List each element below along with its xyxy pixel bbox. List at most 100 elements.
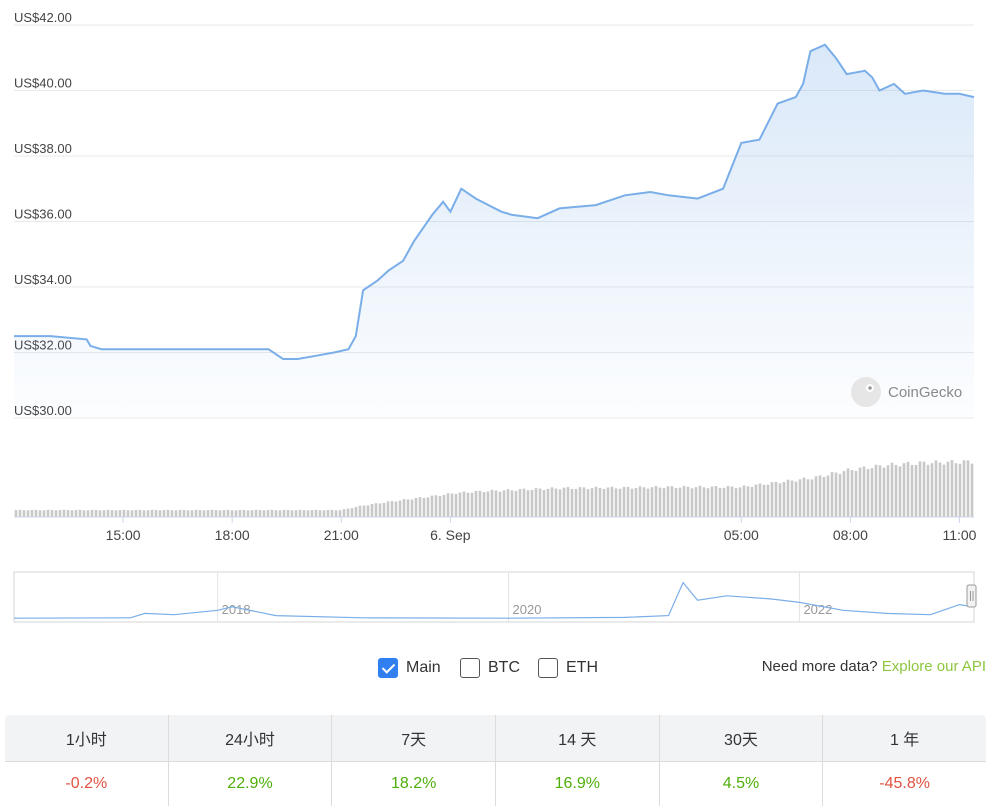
volume-bar	[130, 510, 134, 517]
volume-bar	[850, 470, 854, 517]
volume-bar	[218, 510, 222, 517]
volume-bar	[754, 484, 758, 517]
checkbox-icon[interactable]	[460, 658, 480, 678]
toggle-main[interactable]: Main	[378, 656, 441, 680]
volume-bar	[194, 509, 198, 517]
volume-bar	[954, 463, 958, 517]
checkbox-icon[interactable]	[538, 658, 558, 678]
volume-bar	[562, 487, 566, 517]
navigator-line	[13, 581, 975, 619]
volume-bar	[962, 460, 966, 517]
volume-bar	[558, 489, 562, 517]
volume-bar	[826, 475, 830, 517]
volume-bar	[834, 472, 838, 517]
volume-bar	[926, 464, 930, 517]
volume-bar	[390, 501, 394, 517]
volume-bar	[958, 463, 962, 517]
volume-bar	[266, 510, 270, 517]
volume-bar	[122, 509, 126, 517]
volume-bar	[98, 510, 102, 517]
volume-bar	[718, 487, 722, 517]
volume-bar	[866, 469, 870, 517]
volume-bar	[230, 510, 234, 517]
volume-bar	[50, 510, 54, 517]
volume-bar	[702, 487, 706, 517]
volume-bar	[814, 476, 818, 517]
period-header: 7天	[331, 715, 496, 762]
volume-bar	[318, 510, 322, 517]
volume-bar	[462, 491, 466, 517]
volume-bars	[14, 460, 974, 517]
volume-bar	[554, 488, 558, 517]
volume-bar	[42, 510, 46, 517]
explore-api-link[interactable]: Explore our API	[881, 658, 986, 675]
volume-bar	[782, 482, 786, 517]
volume-bar	[810, 479, 814, 517]
y-tick-label: US$40.00	[14, 76, 72, 91]
volume-bar	[566, 487, 570, 517]
volume-bar	[238, 509, 242, 517]
volume-bar	[482, 492, 486, 517]
volume-bar	[762, 484, 766, 517]
volume-bar	[630, 488, 634, 517]
volume-bar	[422, 497, 426, 517]
volume-bar	[506, 489, 510, 517]
volume-bar	[178, 509, 182, 517]
volume-bar	[170, 510, 174, 517]
volume-bar	[714, 486, 718, 517]
volume-bar	[610, 486, 614, 517]
volume-bar	[674, 488, 678, 517]
toggle-label: ETH	[566, 659, 598, 676]
volume-bar	[590, 488, 594, 517]
price-chart: US$42.00 US$40.00 US$38.00 US$36.00 US$34.00…	[13, 10, 977, 623]
volume-bar	[126, 510, 130, 517]
volume-bar	[54, 510, 58, 517]
period-header: 24小时	[167, 715, 333, 762]
volume-bar	[698, 485, 702, 517]
volume-bar	[322, 510, 326, 517]
checkbox-icon[interactable]	[378, 658, 398, 678]
volume-bar	[802, 477, 806, 517]
volume-bar	[794, 481, 798, 517]
x-tick-label: 05:00	[724, 527, 759, 543]
volume-bar	[682, 485, 686, 517]
volume-bar	[314, 509, 318, 517]
x-tick-label: 18:00	[215, 527, 250, 543]
volume-bar	[550, 487, 554, 517]
volume-bar	[650, 487, 654, 517]
navigator-handle[interactable]	[966, 584, 977, 608]
volume-bar	[598, 487, 602, 517]
volume-bar	[522, 488, 526, 517]
volume-bar	[738, 487, 742, 517]
volume-bar	[438, 496, 442, 517]
volume-bar	[578, 487, 582, 517]
volume-bar	[162, 510, 166, 517]
period-change: 18.2%	[331, 761, 496, 806]
volume-bar	[362, 505, 366, 517]
volume-bar	[22, 510, 26, 517]
volume-bar	[90, 509, 94, 517]
volume-bar	[750, 487, 754, 517]
volume-bar	[846, 468, 850, 517]
volume-bar	[470, 492, 474, 517]
volume-bar	[450, 493, 454, 517]
volume-bar	[734, 488, 738, 517]
volume-bar	[26, 510, 30, 517]
navigator[interactable]: 2018 2020 2022	[13, 571, 977, 623]
volume-bar	[642, 487, 646, 517]
x-tick-label: 6. Sep	[430, 527, 471, 543]
volume-bar	[326, 509, 330, 517]
volume-bar	[226, 509, 230, 517]
volume-bar	[694, 487, 698, 517]
volume-bar	[30, 509, 34, 517]
period-header: 14 天	[494, 715, 660, 762]
volume-bar	[574, 488, 578, 517]
toggle-eth[interactable]: ETH	[538, 656, 598, 680]
volume-bar	[242, 510, 246, 517]
volume-bar	[118, 510, 122, 517]
toggle-btc[interactable]: BTC	[460, 656, 520, 680]
volume-bar	[818, 475, 822, 517]
volume-bar	[618, 488, 622, 517]
volume-bar	[82, 510, 86, 517]
volume-bar	[766, 484, 770, 517]
